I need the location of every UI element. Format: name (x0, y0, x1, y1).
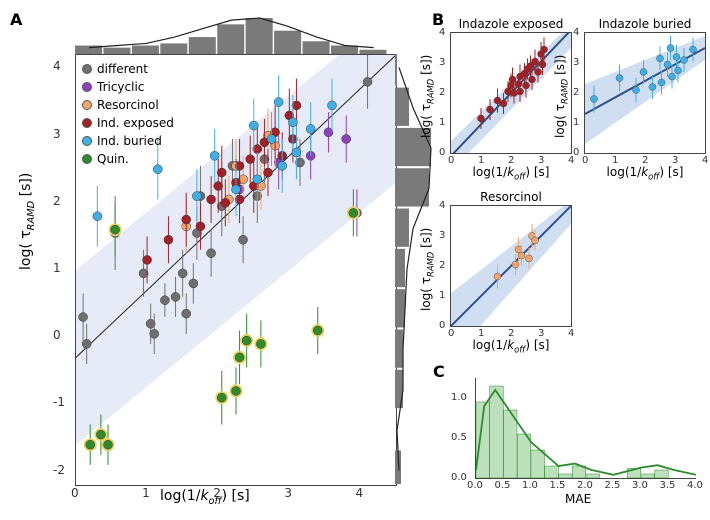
panel-a-legend: differentTricyclicResorcinolInd. exposed… (82, 60, 174, 168)
panel-c-histogram (475, 378, 696, 479)
legend-label: Tricyclic (97, 78, 144, 96)
panel-b-plot-1-ylabel: log( τRAMD [s]) (553, 55, 569, 138)
figure: A log( τRAMD [s]) log(1/koff) [s] 01234 … (0, 0, 710, 520)
legend-item: different (82, 60, 174, 78)
legend-label: different (97, 60, 148, 78)
legend-marker-icon (82, 154, 92, 164)
panel-b-plot-1: Indazole buried log( τRAMD [s]) log(1/ko… (584, 32, 706, 154)
legend-marker-icon (82, 100, 92, 110)
panel-a-label: A (10, 10, 22, 29)
panel-a: A log( τRAMD [s]) log(1/koff) [s] 01234 … (10, 10, 435, 510)
legend-label: Quin. (97, 150, 129, 168)
panel-b-plot-1-title: Indazole buried (585, 17, 705, 31)
panel-c: C 0.00.51.01.52.02.53.03.54.0 0.00.51.0 … (445, 370, 700, 510)
legend-item: Resorcinol (82, 96, 174, 114)
legend-item: Quin. (82, 150, 174, 168)
panel-b-plot-2-title: Resorcinol (451, 190, 571, 204)
legend-label: Resorcinol (97, 96, 159, 114)
panel-b-plot-2-xlabel: log(1/koff) [s] (451, 338, 571, 354)
panel-b: B Indazole exposed log( τRAMD [s]) log(1… (440, 10, 705, 340)
panel-a-top-histogram (75, 14, 395, 54)
panel-a-ylabel: log( τRAMD [s]) (18, 173, 37, 270)
panel-b-plot-0-xlabel: log(1/koff) [s] (451, 165, 571, 181)
panel-a-xlabel: log(1/koff) [s] (160, 488, 250, 507)
panel-b-plot-2: Resorcinol log( τRAMD [s]) log(1/koff) [… (450, 205, 572, 327)
panel-b-plot-2-ylabel: log( τRAMD [s]) (419, 228, 435, 311)
panel-b-plot-0-title: Indazole exposed (451, 17, 571, 31)
legend-item: Tricyclic (82, 78, 174, 96)
legend-label: Ind. buried (97, 132, 162, 150)
panel-c-label: C (433, 362, 445, 381)
legend-marker-icon (82, 136, 92, 146)
panel-b-plot-0-ylabel: log( τRAMD [s]) (419, 55, 435, 138)
legend-marker-icon (82, 64, 92, 74)
legend-item: Ind. exposed (82, 114, 174, 132)
legend-marker-icon (82, 118, 92, 128)
legend-label: Ind. exposed (97, 114, 174, 132)
legend-marker-icon (82, 82, 92, 92)
panel-b-plot-1-xlabel: log(1/koff) [s] (585, 165, 705, 181)
panel-c-xlabel: MAE (565, 492, 591, 506)
legend-item: Ind. buried (82, 132, 174, 150)
